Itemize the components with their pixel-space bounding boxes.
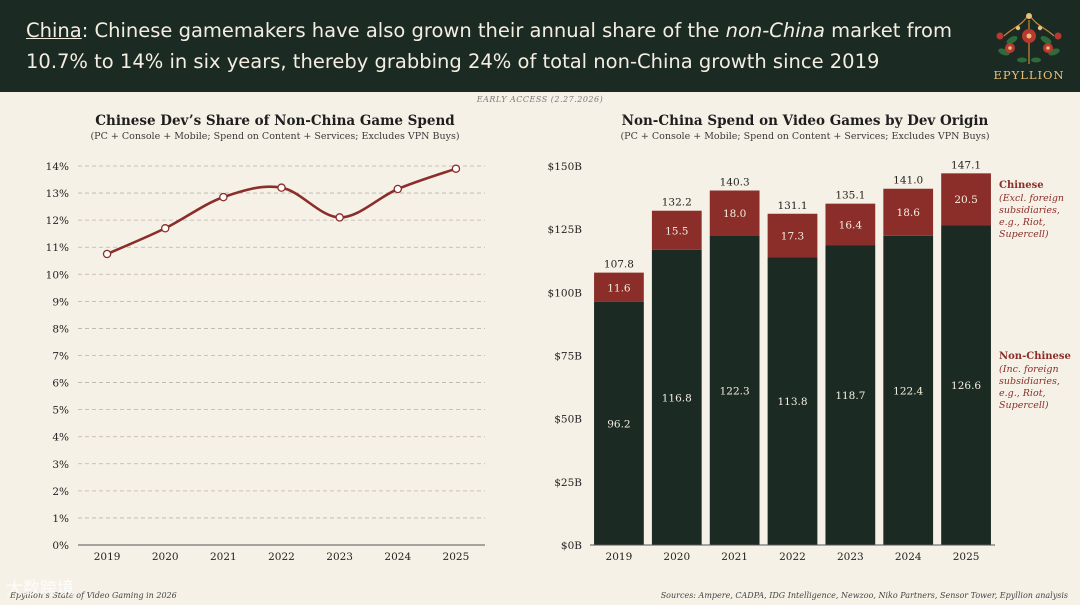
bar-chinese: [825, 203, 876, 246]
bar-chart-subtitle: (PC + Console + Mobile; Spend on Content…: [620, 131, 990, 142]
bar-total-label: 147.1: [951, 159, 981, 171]
bar-non-chinese: [709, 235, 760, 546]
bar-non-chinese-label: 118.7: [835, 390, 865, 402]
line-chart-y-tick: 13%: [46, 188, 69, 200]
line-chart-x-tick: 2021: [210, 551, 237, 563]
bar-non-chinese-label: 116.8: [662, 392, 692, 404]
line-chart-title: Chinese Dev’s Share of Non-China Game Sp…: [95, 113, 455, 129]
line-chart-y-tick: 7%: [52, 351, 69, 363]
bar-non-chinese-label: 122.4: [893, 385, 923, 397]
bar-chart-y-tick: $50B: [554, 414, 582, 426]
bar-non-chinese: [651, 249, 702, 546]
bar-total-label: 107.8: [604, 259, 634, 271]
line-chart-y-tick: 0%: [52, 540, 69, 552]
headline-part1: : Chinese gamemakers have also grown the…: [81, 19, 726, 42]
bar-chart-y-tick: $125B: [548, 224, 583, 236]
bar-total-label: 132.2: [662, 197, 692, 209]
bar-chart-x-tick: 2024: [895, 551, 922, 563]
bar-non-chinese: [941, 225, 991, 545]
bar-chinese: [941, 173, 991, 226]
line-chart-x-tick: 2023: [326, 551, 353, 563]
bar-chart-x-tick: 2023: [837, 551, 864, 563]
bar-chart-y-tick: $100B: [548, 287, 583, 299]
bar-total-label: 131.1: [777, 200, 807, 212]
bar-total-label: 140.3: [720, 177, 750, 189]
bar-non-chinese-label: 113.8: [777, 396, 807, 408]
line-chart-x-tick: 2020: [152, 551, 179, 563]
watermark-text: 大数跨境: [6, 579, 74, 599]
bar-chinese: [767, 213, 818, 258]
line-chart-point: [451, 164, 461, 173]
bar-chart-y-tick: $150B: [548, 161, 583, 173]
bar-non-chinese: [767, 257, 818, 545]
bar-chinese: [594, 272, 644, 302]
bar-non-chinese: [594, 301, 644, 545]
bar-chart-x-tick: 2022: [779, 551, 806, 563]
line-chart-series-line: [106, 167, 457, 256]
line-chart-y-tick: 4%: [52, 432, 69, 444]
footer-sources: Sources: Ampere, CADPA, IDG Intelligence…: [660, 591, 1068, 600]
line-chart-subtitle: (PC + Console + Mobile; Spend on Content…: [90, 131, 460, 142]
bar-chart-y-tick: $25B: [554, 477, 582, 489]
early-access-label: EARLY ACCESS (2.27.2026): [476, 95, 604, 104]
line-chart-x-tick: 2025: [443, 551, 470, 563]
headline-italic: non-China: [725, 19, 825, 42]
bar-chinese-label: 20.5: [954, 194, 977, 206]
line-chart-point: [102, 249, 112, 259]
bar-total-label: 141.0: [893, 175, 923, 187]
line-chart-x-tick: 2024: [384, 551, 411, 563]
bar-chinese-label: 18.0: [723, 208, 746, 220]
bar-chart-y-tick: $75B: [554, 351, 582, 363]
chinese-legend-name: Chinese: [999, 180, 1044, 191]
line-chart-y-tick: 11%: [46, 242, 69, 254]
line-chart-point: [219, 192, 228, 202]
line-chart-y-tick: 8%: [52, 323, 69, 335]
line-chart-y-tick: 14%: [46, 161, 69, 173]
line-chart-y-tick: 6%: [52, 378, 69, 390]
bar-chinese: [883, 188, 934, 236]
headline-prefix: China: [26, 19, 82, 42]
bar-chart-x-tick: 2019: [606, 551, 633, 563]
non-chinese-legend-name: Non-Chinese: [999, 351, 1071, 362]
bar-chinese-label: 11.6: [607, 282, 631, 294]
bar-non-chinese-label: 122.3: [720, 385, 750, 397]
header-bar: [0, 0, 1080, 92]
line-chart-point: [277, 183, 286, 192]
bar-non-chinese: [883, 235, 934, 545]
line-chart-y-tick: 2%: [52, 486, 69, 498]
bar-chart-x-tick: 2025: [953, 551, 980, 563]
chinese-legend-note: (Excl. foreign subsidiaries, e.g., Riot, Su…: [999, 193, 1064, 240]
line-chart-point: [335, 213, 344, 222]
bar-non-chinese-label: 126.6: [951, 380, 981, 392]
bar-chart-y-tick: $0B: [561, 540, 582, 552]
headline: China: Chinese gamemakers have also grow…: [26, 15, 986, 77]
bar-chinese-label: 16.4: [839, 219, 863, 231]
line-chart-x-tick: 2019: [94, 551, 121, 563]
bar-chinese-label: 18.6: [897, 207, 921, 219]
bar-chinese-label: 15.5: [665, 225, 688, 237]
line-chart-x-tick: 2022: [268, 551, 295, 563]
bar-chart-x-tick: 2020: [663, 551, 690, 563]
headline-part2: market from 10.7% to 14% in six years, t…: [26, 19, 952, 73]
footer-left: Epyllion’s State of Video Gaming in 2026: [10, 591, 177, 600]
bar-non-chinese-label: 96.2: [607, 418, 630, 430]
line-chart-point: [160, 224, 170, 233]
line-chart-y-tick: 12%: [46, 215, 69, 227]
bar-chart-title: Non-China Spend on Video Games by Dev Or…: [621, 113, 989, 129]
bar-chinese: [651, 210, 702, 250]
line-chart-point: [393, 184, 403, 194]
bar-chinese: [709, 190, 760, 236]
logo-text: EPYLLION: [993, 68, 1065, 82]
line-chart-y-tick: 1%: [52, 513, 69, 525]
bar-non-chinese: [825, 245, 876, 546]
line-chart-y-tick: 10%: [46, 269, 69, 281]
bar-total-label: 135.1: [835, 190, 865, 202]
line-chart-y-tick: 5%: [52, 405, 69, 417]
line-chart-y-tick: 3%: [52, 459, 69, 471]
epyllion-logo-icon: [996, 13, 1062, 64]
bar-chart-x-tick: 2021: [721, 551, 748, 563]
non-chinese-legend-note: (Inc. foreign subsidiaries, e.g., Riot, Sup…: [999, 364, 1060, 411]
line-chart-y-tick: 9%: [52, 296, 69, 308]
bar-chinese-label: 17.3: [781, 231, 804, 243]
